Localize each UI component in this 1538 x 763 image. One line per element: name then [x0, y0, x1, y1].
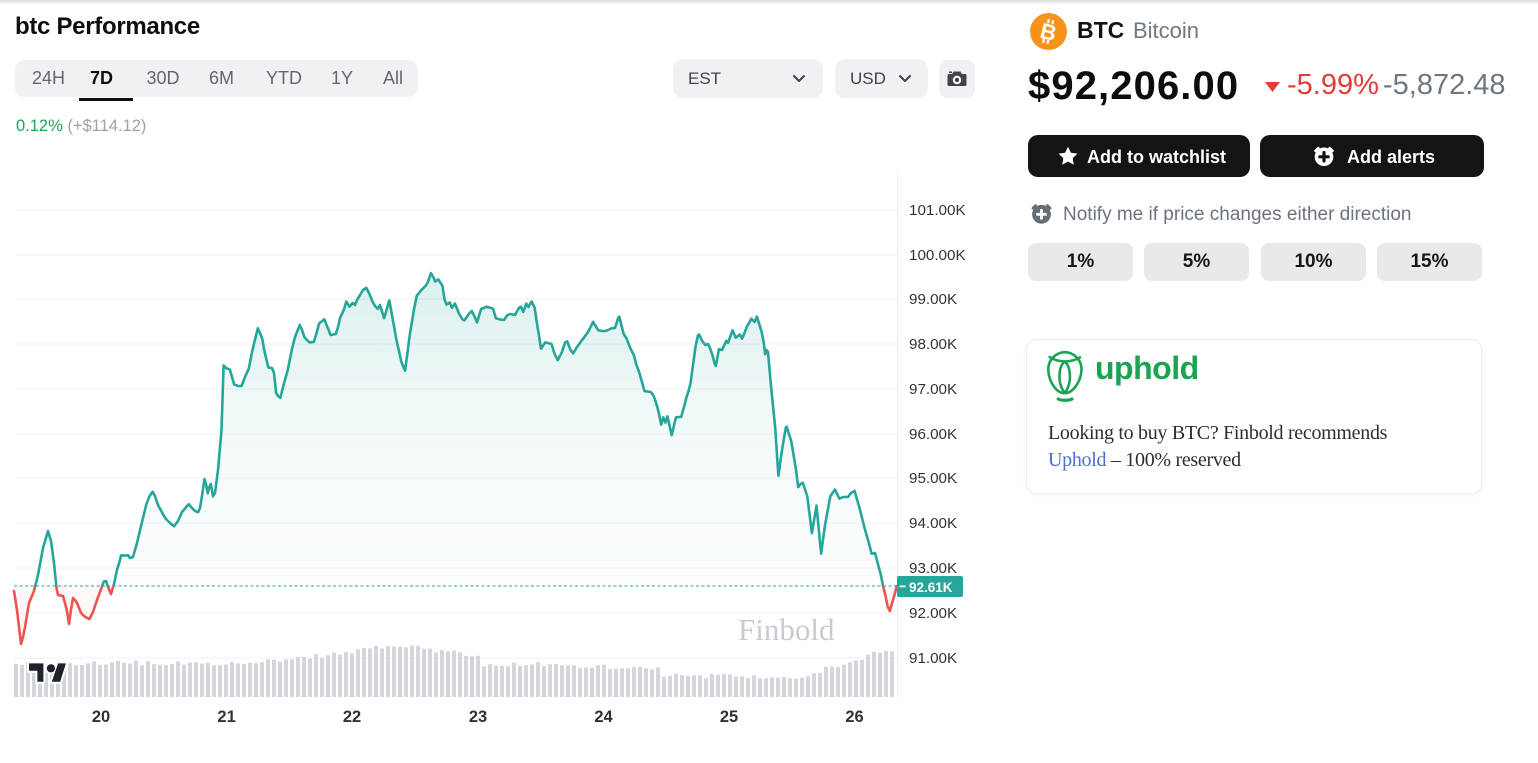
- svg-text:95.00K: 95.00K: [909, 470, 957, 487]
- svg-text:91.00K: 91.00K: [909, 650, 957, 667]
- svg-text:20: 20: [92, 708, 110, 726]
- svg-text:92.00K: 92.00K: [909, 605, 957, 622]
- svg-text:23: 23: [469, 708, 487, 726]
- svg-text:22: 22: [343, 708, 361, 726]
- svg-text:101.00K: 101.00K: [909, 202, 966, 219]
- svg-text:93.00K: 93.00K: [909, 560, 957, 577]
- svg-text:100.00K: 100.00K: [909, 247, 966, 264]
- svg-text:92.61K: 92.61K: [909, 580, 953, 595]
- svg-text:99.00K: 99.00K: [909, 291, 957, 308]
- svg-text:24: 24: [594, 708, 613, 726]
- svg-text:21: 21: [217, 708, 235, 726]
- svg-text:94.00K: 94.00K: [909, 515, 957, 532]
- svg-text:98.00K: 98.00K: [909, 336, 957, 353]
- svg-text:96.00K: 96.00K: [909, 426, 957, 443]
- svg-text:97.00K: 97.00K: [909, 381, 957, 398]
- svg-text:26: 26: [845, 708, 863, 726]
- svg-text:25: 25: [720, 708, 738, 726]
